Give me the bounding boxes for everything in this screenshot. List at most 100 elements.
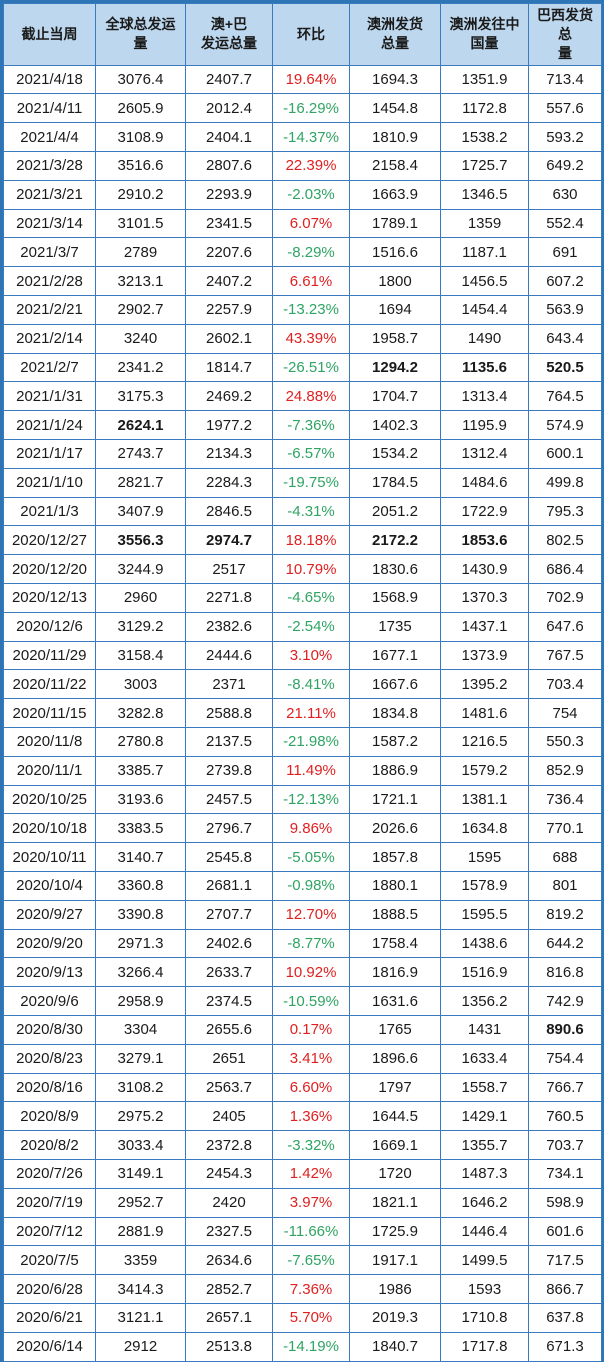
column-header-5: 澳洲发往中 国量 [440, 3, 529, 66]
value-cell: 1758.4 [349, 928, 441, 959]
value-cell: 1430.9 [440, 554, 529, 585]
value-cell: 801 [528, 870, 602, 901]
column-header-3: 环比 [272, 3, 350, 66]
value-cell: 3414.3 [95, 1274, 186, 1304]
pct-cell: -19.75% [272, 467, 350, 498]
value-cell: 2405 [185, 1101, 273, 1132]
value-cell: 1840.7 [349, 1331, 441, 1362]
table-row: 2021/1/31 3175.3 2469.2 24.88% 1704.7 1313.4 7… [3, 381, 602, 412]
date-cell: 2020/11/15 [3, 698, 96, 728]
value-cell: 3158.4 [95, 640, 186, 671]
table-row: 2020/9/20 2971.3 2402.6 -8.77% 1758.4 1438.6 6… [3, 928, 602, 959]
value-cell: 3140.7 [95, 842, 186, 872]
table-row: 2020/11/15 3282.8 2588.8 21.11% 1834.8 1481.6… [3, 698, 602, 728]
value-cell: 2134.3 [185, 439, 273, 469]
value-cell: 2952.7 [95, 1187, 186, 1218]
value-cell: 1490 [440, 323, 529, 354]
value-cell: 3266.4 [95, 957, 186, 988]
date-cell: 2020/9/20 [3, 928, 96, 959]
pct-cell: -5.05% [272, 842, 350, 872]
value-cell: 2012.4 [185, 93, 273, 124]
pct-cell: 12.70% [272, 899, 350, 930]
value-cell: 2374.5 [185, 986, 273, 1016]
pct-cell: 18.18% [272, 525, 350, 556]
value-cell: 2624.1 [95, 410, 186, 441]
date-cell: 2020/9/27 [3, 899, 96, 930]
value-cell: 1646.2 [440, 1187, 529, 1218]
pct-cell: -11.66% [272, 1216, 350, 1247]
pct-cell: -8.77% [272, 928, 350, 959]
value-cell: 2605.9 [95, 93, 186, 124]
value-cell: 1669.1 [349, 1130, 441, 1160]
value-cell: 644.2 [528, 928, 602, 959]
value-cell: 1356.2 [440, 986, 529, 1016]
value-cell: 3076.4 [95, 64, 186, 95]
value-cell: 2172.2 [349, 525, 441, 556]
date-cell: 2020/7/12 [3, 1216, 96, 1247]
table-row: 2021/2/7 2341.2 1814.7 -26.51% 1294.2 1135.6 5… [3, 352, 602, 383]
value-cell: 1516.6 [349, 237, 441, 268]
value-cell: 3390.8 [95, 899, 186, 930]
table-row: 2020/10/18 3383.5 2796.7 9.86% 2026.6 1634.8 7… [3, 813, 602, 844]
table-row: 2021/4/11 2605.9 2012.4 -16.29% 1454.8 1172.8… [3, 93, 602, 124]
value-cell: 2454.3 [185, 1158, 273, 1189]
value-cell: 1977.2 [185, 410, 273, 441]
value-cell: 2513.8 [185, 1331, 273, 1362]
date-cell: 2020/9/13 [3, 957, 96, 988]
value-cell: 802.5 [528, 525, 602, 556]
table-row: 2020/7/19 2952.7 2420 3.97% 1821.1 1646.2 598.… [3, 1187, 602, 1218]
value-cell: 1886.9 [349, 755, 441, 786]
table-row: 2021/3/28 3516.6 2807.6 22.39% 2158.4 1725.7 6… [3, 151, 602, 181]
value-cell: 1810.9 [349, 122, 441, 153]
table-row: 2021/1/10 2821.7 2284.3 -19.75% 1784.5 1484.6… [3, 467, 602, 498]
value-cell: 3556.3 [95, 525, 186, 556]
value-cell: 1558.7 [440, 1072, 529, 1103]
pct-cell: -3.32% [272, 1130, 350, 1160]
table-row: 2020/8/30 3304 2655.6 0.17% 1765 1431 890.6 [3, 1014, 602, 1045]
column-header-0: 截止当周 [3, 3, 96, 66]
value-cell: 1821.1 [349, 1187, 441, 1218]
value-cell: 866.7 [528, 1274, 602, 1304]
value-cell: 2341.2 [95, 352, 186, 383]
date-cell: 2020/6/14 [3, 1331, 96, 1362]
value-cell: 649.2 [528, 151, 602, 181]
table-row: 2020/6/21 3121.1 2657.1 5.70% 2019.3 1710.8 63… [3, 1302, 602, 1333]
value-cell: 2420 [185, 1187, 273, 1218]
pct-cell: 1.36% [272, 1101, 350, 1132]
value-cell: 1830.6 [349, 554, 441, 585]
value-cell: 1381.1 [440, 784, 529, 815]
value-cell: 2975.2 [95, 1101, 186, 1132]
value-cell: 1373.9 [440, 640, 529, 671]
date-cell: 2021/1/10 [3, 467, 96, 498]
table-row: 2020/8/9 2975.2 2405 1.36% 1644.5 1429.1 760.5 [3, 1101, 602, 1132]
date-cell: 2021/4/4 [3, 122, 96, 153]
value-cell: 2852.7 [185, 1274, 273, 1304]
value-cell: 1216.5 [440, 727, 529, 757]
value-cell: 3385.7 [95, 755, 186, 786]
value-cell: 1568.9 [349, 583, 441, 613]
value-cell: 2821.7 [95, 467, 186, 498]
column-header-1: 全球总发运 量 [95, 3, 186, 66]
table-body: 2021/4/18 3076.4 2407.7 19.64% 1694.3 1351.9 7… [3, 64, 602, 1362]
value-cell: 1395.2 [440, 669, 529, 700]
table-row: 2020/11/29 3158.4 2444.6 3.10% 1677.1 1373.9 7… [3, 640, 602, 671]
value-cell: 1663.9 [349, 179, 441, 210]
value-cell: 1593 [440, 1274, 529, 1304]
table-row: 2020/9/6 2958.9 2374.5 -10.59% 1631.6 1356.2 7… [3, 986, 602, 1016]
value-cell: 2743.7 [95, 439, 186, 469]
value-cell: 3149.1 [95, 1158, 186, 1189]
value-cell: 2651 [185, 1043, 273, 1074]
date-cell: 2020/10/25 [3, 784, 96, 815]
value-cell: 795.3 [528, 496, 602, 527]
table-row: 2020/11/22 3003 2371 -8.41% 1667.6 1395.2 703.… [3, 669, 602, 700]
value-cell: 703.4 [528, 669, 602, 700]
value-cell: 1437.1 [440, 611, 529, 642]
value-cell: 2444.6 [185, 640, 273, 671]
value-cell: 593.2 [528, 122, 602, 153]
header-row: 截止当周 全球总发运 量澳+巴 发运总量 环比 澳洲发货 总量 澳洲发往中 国量 巴西发货… [3, 3, 602, 66]
date-cell: 2020/12/6 [3, 611, 96, 642]
value-cell: 1499.5 [440, 1245, 529, 1276]
value-cell: 3244.9 [95, 554, 186, 585]
pct-cell: 3.97% [272, 1187, 350, 1218]
